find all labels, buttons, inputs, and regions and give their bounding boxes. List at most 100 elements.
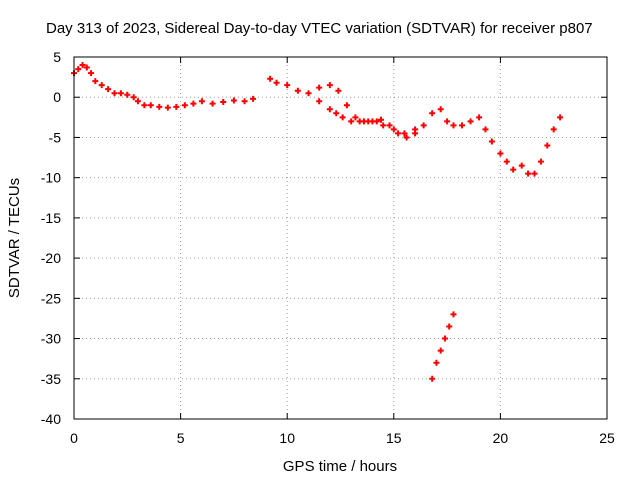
data-point: [531, 170, 538, 177]
x-axis-label: GPS time / hours: [283, 458, 397, 475]
y-tick-label: -40: [41, 411, 61, 427]
data-point: [273, 79, 280, 86]
data-point: [111, 90, 118, 97]
data-point: [429, 375, 436, 382]
data-point: [326, 106, 333, 113]
data-point: [134, 98, 141, 105]
data-point: [450, 122, 457, 129]
x-tick-label: 10: [279, 430, 295, 446]
data-point: [390, 126, 397, 133]
data-point: [88, 70, 95, 77]
data-point: [450, 311, 457, 318]
data-point: [316, 98, 323, 105]
data-point: [544, 142, 551, 149]
y-tick-label: -10: [41, 170, 61, 186]
data-point: [79, 62, 86, 69]
data-point: [124, 91, 131, 98]
y-tick-label: -5: [49, 129, 62, 145]
x-tick-label: 20: [493, 430, 509, 446]
gridlines: [74, 57, 607, 419]
y-tick-label: -25: [41, 290, 61, 306]
data-point: [488, 138, 495, 145]
data-point: [316, 84, 323, 91]
data-point: [420, 122, 427, 129]
data-point: [459, 122, 466, 129]
data-point: [147, 102, 154, 109]
data-point: [373, 118, 380, 125]
data-point: [333, 110, 340, 117]
data-point: [267, 75, 274, 82]
data-point: [441, 335, 448, 342]
data-point: [437, 347, 444, 354]
data-point: [284, 82, 291, 89]
data-point: [294, 87, 301, 94]
x-tick-label: 0: [70, 430, 78, 446]
data-point: [326, 82, 333, 89]
data-point: [550, 126, 557, 133]
data-point: [241, 98, 248, 105]
y-tick-label: -20: [41, 250, 61, 266]
data-point: [518, 162, 525, 169]
data-point: [98, 82, 105, 89]
data-point: [173, 103, 180, 110]
data-point: [482, 126, 489, 133]
data-point: [198, 98, 205, 105]
data-points: [71, 62, 564, 382]
data-point: [429, 110, 436, 117]
data-point: [557, 114, 564, 121]
data-point: [525, 170, 532, 177]
y-tick-label: -15: [41, 210, 61, 226]
y-tick-label: -30: [41, 331, 61, 347]
data-point: [105, 86, 112, 93]
data-point: [386, 122, 393, 129]
data-point: [356, 118, 363, 125]
data-point: [395, 130, 402, 137]
data-point: [365, 118, 372, 125]
series-secondary-arc: [316, 98, 419, 137]
x-tick-label: 25: [599, 430, 615, 446]
data-point: [352, 114, 359, 121]
data-point: [403, 134, 410, 141]
data-point: [446, 323, 453, 330]
data-point: [220, 99, 227, 106]
data-point: [339, 114, 346, 121]
data-point: [92, 78, 99, 85]
data-point: [503, 158, 510, 165]
data-point: [141, 102, 148, 109]
data-point: [190, 100, 197, 107]
data-point: [209, 100, 216, 107]
data-point: [83, 64, 90, 71]
data-point: [75, 66, 82, 73]
data-point: [164, 104, 171, 111]
data-point: [181, 102, 188, 109]
data-point: [467, 118, 474, 125]
data-point: [437, 106, 444, 113]
data-point: [444, 118, 451, 125]
data-point: [335, 87, 342, 94]
data-point: [476, 114, 483, 121]
data-point: [348, 118, 355, 125]
data-point: [156, 103, 163, 110]
x-tick-label: 15: [386, 430, 402, 446]
y-axis-label: SDTVAR / TECUs: [6, 178, 23, 298]
data-point: [497, 150, 504, 157]
y-tick-label: 0: [53, 89, 61, 105]
y-tick-label: -35: [41, 371, 61, 387]
data-point: [305, 90, 312, 97]
data-point: [378, 116, 385, 123]
chart-title: Day 313 of 2023, Sidereal Day-to-day VTE…: [46, 20, 593, 37]
data-point: [412, 126, 419, 133]
series-drop-segment: [429, 311, 457, 382]
data-point: [510, 166, 517, 173]
y-tick-label: 5: [53, 49, 61, 65]
data-point: [380, 122, 387, 129]
plot-frame: [73, 56, 608, 420]
data-point: [433, 359, 440, 366]
axis-ticks: 0 5 10 15 20 25 5 0 -5 -10 -15 -20 -25 -30 -35 -40: [41, 49, 615, 446]
x-tick-label: 5: [177, 430, 185, 446]
data-point: [117, 90, 124, 97]
series-main-arc: [71, 62, 564, 177]
data-point: [130, 94, 137, 101]
data-point: [537, 158, 544, 165]
